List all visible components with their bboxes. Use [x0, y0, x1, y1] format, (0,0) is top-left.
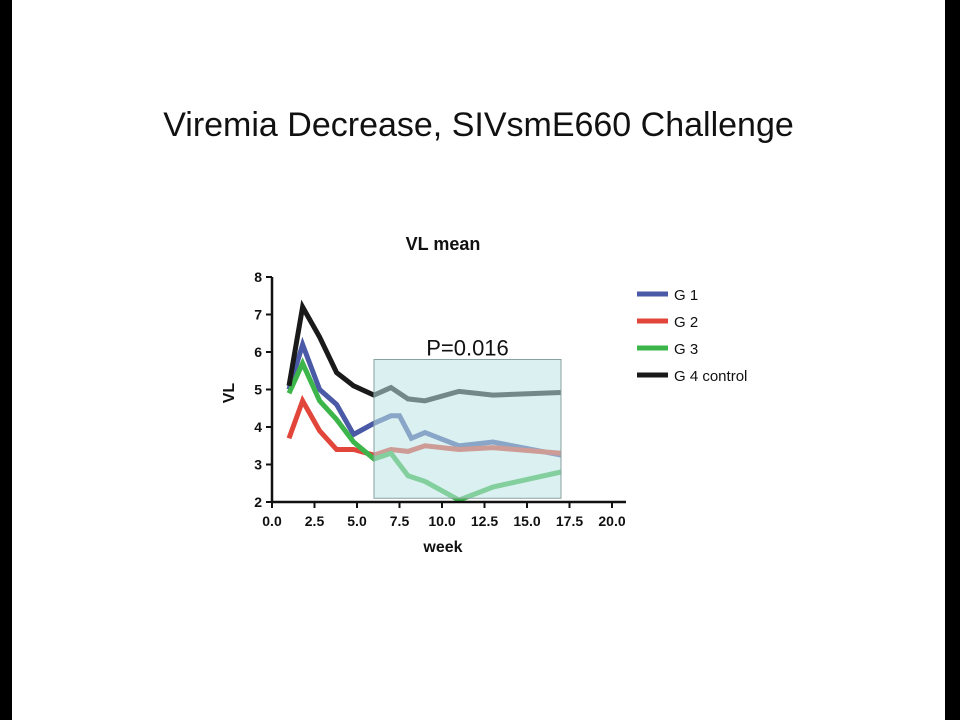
chart-title: VL mean [406, 234, 481, 254]
y-tick-label: 5 [254, 382, 262, 398]
slide: Viremia Decrease, SIVsmE660 Challenge P=… [12, 0, 945, 720]
significance-region [373, 359, 562, 499]
p-value-annotation: P=0.016 [426, 336, 509, 361]
x-tick-label: 12.5 [471, 513, 498, 529]
y-tick-label: 2 [254, 494, 262, 510]
legend-label-1: G 1 [674, 287, 698, 304]
y-tick-label: 4 [254, 419, 262, 435]
x-tick-label: 2.5 [305, 513, 325, 529]
legend-label-2: G 2 [674, 314, 698, 331]
x-tick-label: 10.0 [428, 513, 455, 529]
y-axis-title: VL [221, 383, 238, 404]
slide-title: Viremia Decrease, SIVsmE660 Challenge [163, 106, 794, 144]
y-tick-label: 6 [254, 344, 262, 360]
vl-mean-line-chart: P=0.016 0.0 2.5 5.0 7.5 10.0 12.5 15.0 17.5 20.0 2… [221, 234, 747, 556]
legend-label-4: G 4 control [674, 368, 747, 385]
y-tick-label: 8 [254, 269, 262, 285]
y-tick-label: 3 [254, 457, 262, 473]
x-tick-label: 17.5 [556, 513, 583, 529]
x-tick-label: 5.0 [347, 513, 367, 529]
x-axis-title: week [422, 539, 462, 556]
x-tick-label: 7.5 [390, 513, 410, 529]
x-tick-label: 20.0 [598, 513, 625, 529]
legend-label-3: G 3 [674, 341, 698, 358]
y-tick-label: 7 [254, 307, 262, 323]
x-tick-label: 15.0 [513, 513, 540, 529]
x-tick-label: 0.0 [262, 513, 282, 529]
